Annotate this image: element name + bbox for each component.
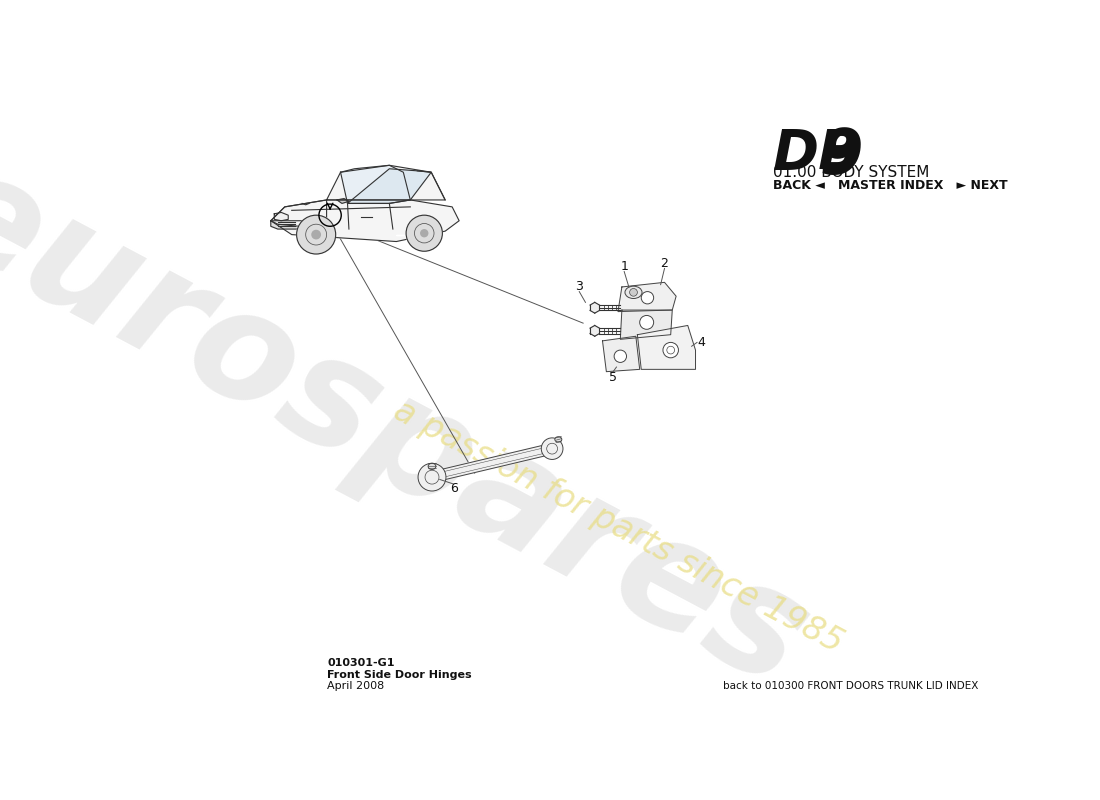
Text: a passion for parts since 1985: a passion for parts since 1985	[387, 394, 848, 660]
Polygon shape	[274, 213, 288, 221]
Polygon shape	[341, 166, 410, 203]
Circle shape	[629, 289, 637, 296]
Text: 3: 3	[575, 281, 583, 294]
Circle shape	[641, 291, 653, 304]
Polygon shape	[271, 221, 299, 229]
Text: 1: 1	[620, 261, 628, 274]
Text: 5: 5	[608, 370, 617, 383]
Polygon shape	[337, 198, 349, 203]
Circle shape	[312, 230, 320, 238]
Text: back to 010300 FRONT DOORS TRUNK LID INDEX: back to 010300 FRONT DOORS TRUNK LID IND…	[723, 682, 978, 691]
Text: 2: 2	[661, 258, 669, 270]
Text: 6: 6	[450, 482, 458, 495]
Polygon shape	[590, 302, 600, 313]
Text: 9: 9	[820, 126, 864, 186]
Polygon shape	[603, 336, 640, 372]
Polygon shape	[271, 200, 327, 221]
Circle shape	[614, 350, 627, 362]
Circle shape	[663, 342, 679, 358]
Ellipse shape	[428, 463, 436, 470]
Polygon shape	[431, 443, 553, 482]
Polygon shape	[620, 310, 672, 339]
Text: Front Side Door Hinges: Front Side Door Hinges	[328, 670, 472, 680]
Circle shape	[406, 215, 442, 251]
Polygon shape	[618, 282, 676, 312]
Text: BACK ◄   MASTER INDEX   ► NEXT: BACK ◄ MASTER INDEX ► NEXT	[773, 179, 1008, 192]
Ellipse shape	[554, 437, 562, 442]
Polygon shape	[327, 166, 446, 200]
Text: 4: 4	[697, 336, 705, 349]
Polygon shape	[637, 326, 695, 370]
Text: April 2008: April 2008	[328, 682, 385, 691]
Polygon shape	[271, 200, 459, 242]
Ellipse shape	[625, 286, 642, 298]
Circle shape	[640, 315, 653, 330]
Text: DB: DB	[773, 126, 861, 181]
Circle shape	[297, 215, 336, 254]
Circle shape	[541, 438, 563, 459]
Text: 010301-G1: 010301-G1	[328, 658, 395, 668]
Polygon shape	[348, 169, 431, 203]
Circle shape	[421, 230, 428, 237]
Text: 01.00 BODY SYSTEM: 01.00 BODY SYSTEM	[773, 166, 930, 180]
Polygon shape	[590, 326, 600, 336]
Text: eurospares: eurospares	[0, 134, 832, 720]
Circle shape	[418, 463, 446, 491]
